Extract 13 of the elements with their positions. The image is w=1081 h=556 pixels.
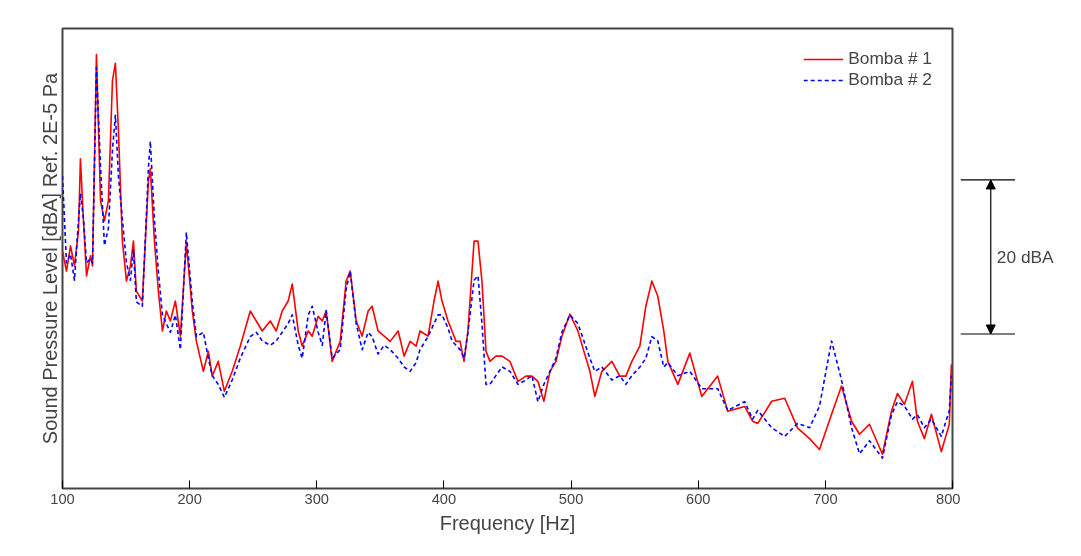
x-tick-label: 600 (685, 490, 711, 507)
x-tick-label: 500 (558, 490, 584, 507)
legend-label: Bomba # 2 (848, 69, 932, 90)
x-tick-label: 100 (50, 490, 75, 507)
text: 20 dBA (996, 246, 1055, 267)
x-tick-label: 700 (813, 490, 838, 507)
x-tick-label: 800 (936, 490, 961, 507)
x-axis-title: Frequency [Hz] (439, 511, 576, 534)
legend-label: Bomba # 1 (848, 48, 932, 69)
x-tick-label: 300 (304, 490, 330, 507)
y-axis-title: Sound Pressure Level [dBA] Ref. 2E-5 Pa (38, 71, 61, 445)
x-tick-label: 400 (431, 490, 457, 507)
x-tick-label: 200 (177, 490, 202, 507)
